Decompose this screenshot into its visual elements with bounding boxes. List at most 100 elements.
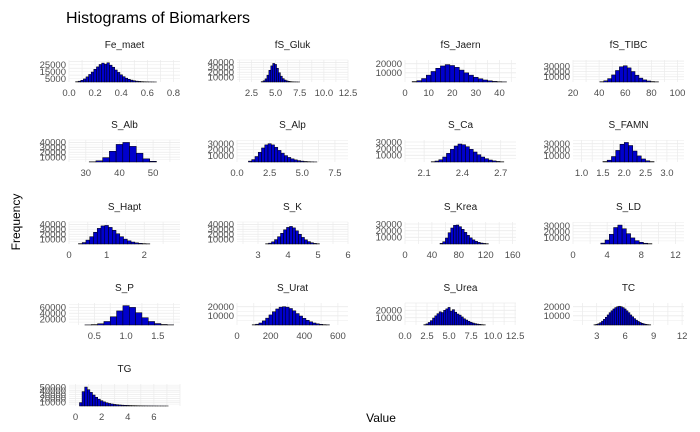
histogram-bar	[300, 160, 305, 163]
histogram-bar	[474, 241, 478, 245]
histogram-bar	[109, 316, 117, 326]
histogram-bar	[88, 74, 92, 83]
histogram-bar	[440, 65, 446, 83]
histogram-bar	[304, 239, 308, 245]
histogram-bar	[442, 156, 447, 163]
histogram-bar	[285, 80, 289, 83]
histogram-bar	[257, 151, 262, 163]
histogram-bar	[599, 322, 602, 326]
histogram-bar	[109, 150, 117, 163]
histogram-bar	[305, 319, 310, 326]
histogram-bar	[449, 310, 453, 326]
histogram-bar	[615, 70, 620, 83]
histogram-bar	[81, 391, 85, 407]
y-tick-label: 40000	[40, 309, 66, 320]
histogram-bar	[297, 160, 301, 163]
x-tick-label: 50	[148, 168, 159, 179]
histogram-bar	[478, 324, 482, 326]
x-tick-label: 5	[315, 250, 320, 261]
histogram-bar	[629, 314, 633, 326]
histogram-bar	[453, 145, 459, 163]
x-tick-label: 120	[478, 250, 494, 261]
histogram-bar	[81, 242, 87, 245]
x-tick-label: 2.7	[494, 168, 507, 179]
histogram-bar	[445, 308, 449, 326]
y-tick-label: 40000	[208, 220, 234, 231]
x-tick-label: 60	[620, 88, 631, 99]
x-tick-label: 6	[345, 250, 350, 261]
histogram-bar	[105, 402, 109, 407]
histogram-bar	[77, 80, 81, 83]
x-tick-label: 30	[471, 88, 482, 99]
histogram-bar	[106, 62, 110, 83]
histogram-bar	[617, 224, 623, 245]
x-tick-label: 1.5	[596, 168, 609, 179]
histogram-bar	[631, 316, 634, 326]
histogram-bar	[614, 307, 617, 326]
histogram-bar	[310, 242, 314, 245]
y-tick-label: 10000	[40, 234, 66, 245]
histogram-bar	[277, 150, 282, 163]
x-tick-label: 7.5	[293, 88, 306, 99]
y-tick-label: 20000	[208, 230, 234, 241]
y-tick-label: 20000	[544, 302, 570, 313]
histogram-bar	[277, 236, 281, 245]
histogram-bar	[149, 161, 157, 163]
histogram-bar	[103, 321, 111, 326]
histogram-bar	[476, 154, 482, 163]
histogram-bar	[623, 142, 629, 163]
x-tick-label: 7.5	[464, 331, 477, 342]
x-tick-label: 7.5	[328, 168, 341, 179]
histogram-bar	[97, 398, 101, 407]
x-tick-label: 3.0	[660, 168, 673, 179]
histogram-bar	[609, 233, 614, 245]
histogram-bar	[295, 230, 299, 245]
panel-title: S_FAMN	[608, 120, 648, 131]
histogram-bar	[456, 313, 460, 326]
y-tick-label: 10000	[40, 398, 66, 409]
histogram-bar	[261, 320, 266, 326]
x-tick-label: 8	[639, 250, 644, 261]
y-tick-label: 30000	[40, 225, 66, 236]
x-tick-label: 12	[677, 331, 688, 342]
histogram-bar	[487, 80, 493, 83]
histogram-bar	[282, 78, 285, 83]
y-tick-label: 20000	[40, 230, 66, 241]
histogram-bar	[135, 80, 139, 83]
x-tick-label: 2	[142, 250, 147, 261]
x-tick-label: 200	[263, 331, 279, 342]
histogram-bar	[465, 146, 470, 163]
histogram-bar	[154, 323, 162, 326]
histogram-bar	[93, 69, 97, 83]
histogram-bar	[461, 229, 465, 245]
histogram-bar	[138, 243, 143, 245]
y-tick-label: 40000	[40, 386, 66, 397]
x-tick-label: 6	[623, 331, 628, 342]
histogram-bar	[274, 64, 277, 83]
y-tick-label: 20000	[208, 145, 234, 156]
x-tick-label: 4	[285, 250, 290, 261]
histogram-bar	[92, 394, 96, 407]
y-tick-label: 20000	[376, 144, 402, 155]
panel-title: fS_TIBC	[610, 40, 648, 51]
y-tick-label: 30000	[544, 221, 570, 232]
histogram-bar	[272, 311, 276, 326]
x-tick-label: 5.0	[296, 168, 309, 179]
histogram-bar	[94, 397, 98, 407]
histogram-bar	[96, 228, 102, 245]
histogram-bar	[471, 322, 475, 326]
histogram-bar	[160, 324, 168, 326]
x-tick-label: 4	[125, 412, 130, 423]
histogram-bar	[119, 236, 124, 245]
y-tick-label: 10000	[40, 152, 66, 163]
histogram-bar	[612, 308, 615, 326]
histogram-bar	[606, 314, 610, 326]
histogram-bar	[435, 68, 441, 83]
panel-title: S_Ca	[448, 120, 473, 131]
histogram-bar	[268, 70, 272, 83]
histogram-bar	[469, 321, 473, 326]
